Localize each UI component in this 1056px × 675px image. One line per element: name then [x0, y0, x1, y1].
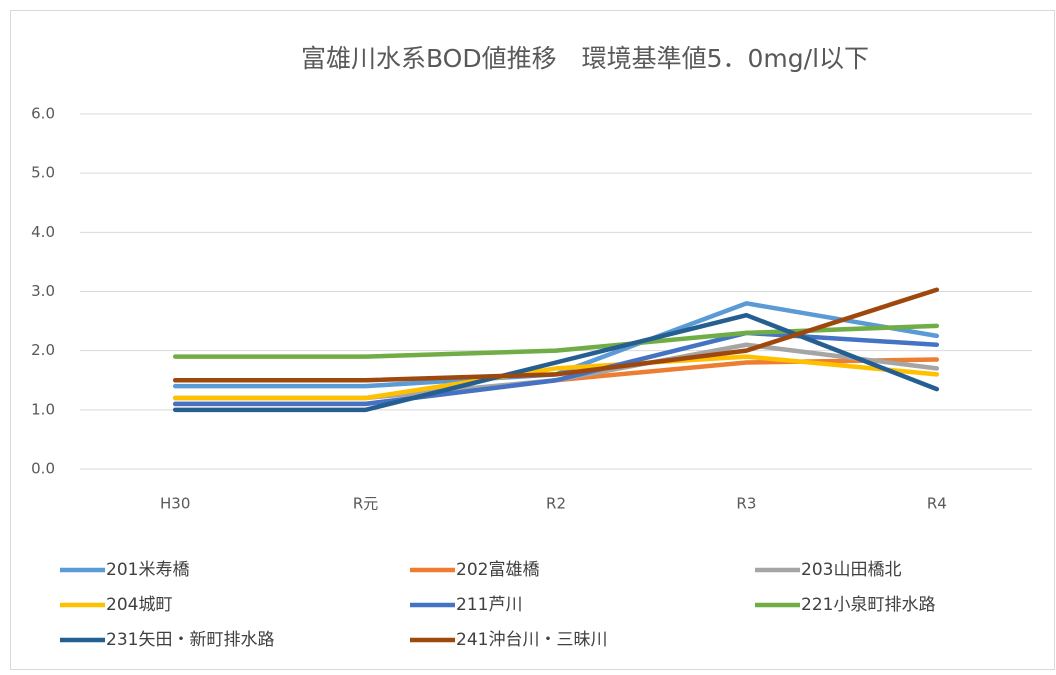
y-tick-label: 4.0: [31, 223, 55, 241]
x-tick-label: R3: [736, 495, 756, 513]
y-tick-label: 2.0: [31, 341, 55, 359]
legend-label: 221小泉町排水路: [801, 595, 935, 615]
series-line: [172, 330, 940, 407]
x-tick-label: R2: [546, 495, 566, 513]
x-tick-label: H30: [160, 495, 190, 513]
y-tick-label: 0.0: [31, 460, 55, 478]
legend-label: 211芦川: [456, 595, 522, 615]
series-line: [172, 287, 940, 383]
legend-label: 201米寿橋: [106, 560, 189, 580]
x-tick-label: R4: [927, 495, 947, 513]
legend-label: 203山田橋北: [801, 560, 901, 580]
y-tick-label: 5.0: [31, 164, 55, 182]
y-tick-label: 1.0: [31, 400, 55, 418]
chart-title: 富雄川水系BOD値推移 環境基準値5．0mg/l以下: [301, 44, 869, 73]
legend-label: 231矢田・新町排水路: [106, 630, 274, 650]
legend-label: 202富雄橋: [456, 560, 539, 580]
x-tick-label: R元: [353, 495, 378, 513]
series-line: [172, 354, 940, 401]
y-tick-label: 3.0: [31, 282, 55, 300]
legend-label: 204城町: [106, 595, 172, 615]
legend-label: 241沖台川・三昧川: [456, 630, 607, 650]
series-line: [172, 312, 940, 413]
y-tick-label: 6.0: [31, 105, 55, 123]
